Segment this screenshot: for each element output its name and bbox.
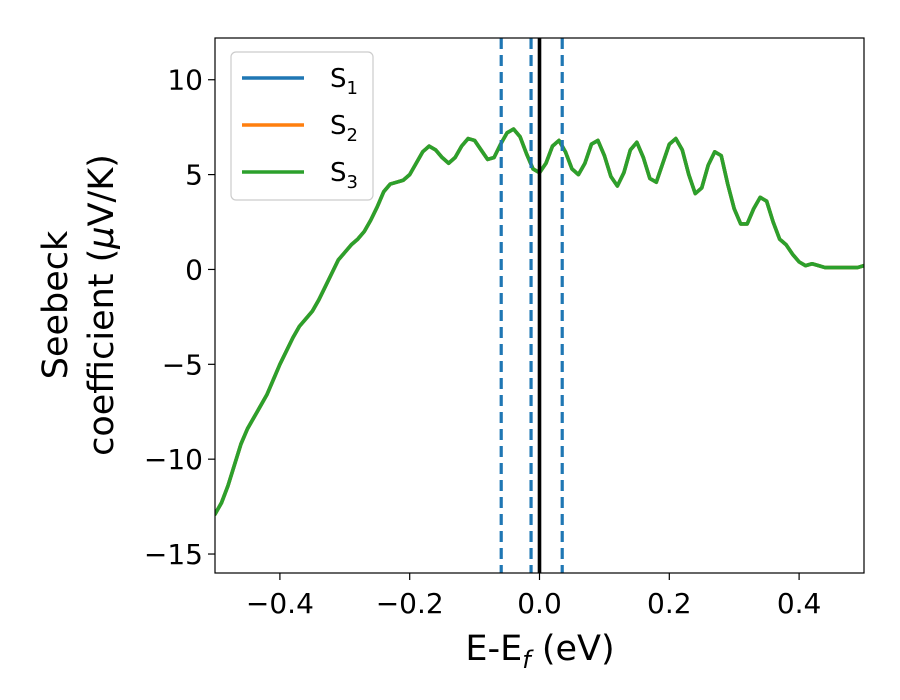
legend-label-s1: S1 [330,64,358,99]
y-tick-label: −5 [162,348,203,381]
y-axis-title-line1: Seebeck [36,230,76,379]
y-tick-label: −15 [144,538,203,571]
x-axis-title: E-Ef (eV) [465,629,614,674]
y-axis-title-line2: coefficient (μV/K) [82,154,122,456]
legend-label-s3: S3 [330,158,358,193]
plot-area [215,38,864,573]
x-tick-label: 0.0 [517,587,562,620]
legend: S1 S2 S3 [230,51,374,201]
x-tick-label: −0.2 [376,587,444,620]
y-axis: −15 −10 −5 0 5 10 [144,64,215,571]
legend-label-s2: S2 [330,111,358,146]
y-tick-label: −10 [144,443,203,476]
y-tick-label: 10 [167,64,203,97]
y-tick-label: 0 [185,253,203,286]
reference-lines-layer [499,38,564,573]
x-tick-label: −0.4 [246,587,314,620]
x-tick-label: 0.2 [647,587,692,620]
x-tick-label: 0.4 [777,587,822,620]
x-axis: −0.4 −0.2 0.0 0.2 0.4 [246,573,821,620]
y-tick-label: 5 [185,159,203,192]
